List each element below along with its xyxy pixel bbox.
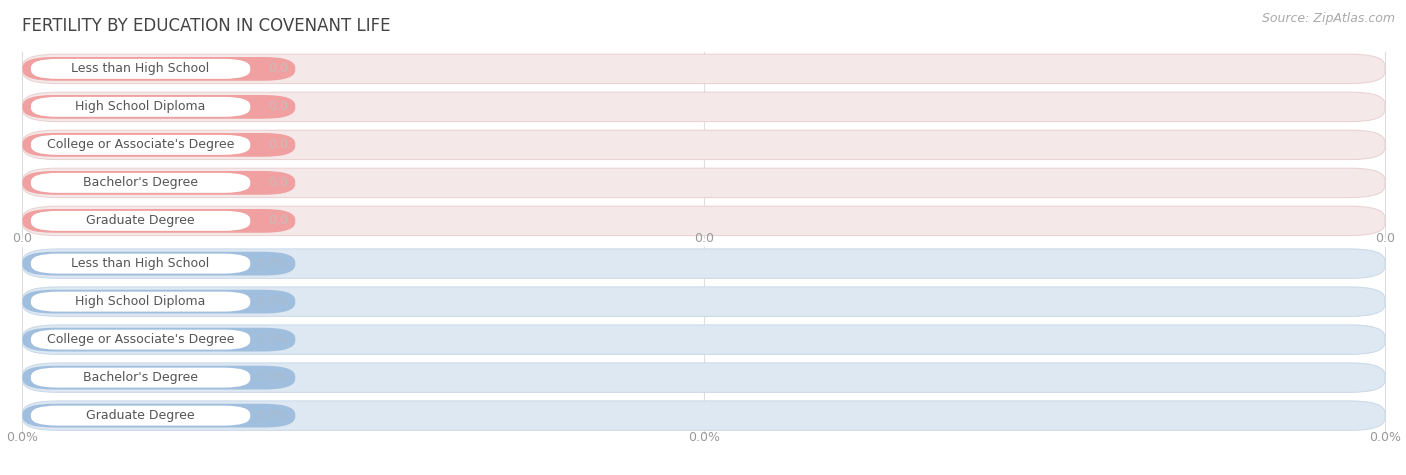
FancyBboxPatch shape [22, 290, 295, 314]
Text: 0.0%: 0.0% [1369, 431, 1400, 445]
Text: Graduate Degree: Graduate Degree [86, 409, 195, 422]
Text: High School Diploma: High School Diploma [76, 100, 205, 114]
Text: 0.0: 0.0 [269, 100, 288, 114]
FancyBboxPatch shape [22, 206, 1385, 236]
Text: 0.0%: 0.0% [7, 431, 38, 445]
FancyBboxPatch shape [31, 254, 250, 274]
Text: Less than High School: Less than High School [72, 257, 209, 270]
Text: 0.0: 0.0 [269, 62, 288, 76]
Text: 0.0%: 0.0% [256, 295, 288, 308]
FancyBboxPatch shape [22, 130, 1385, 160]
Text: 0.0: 0.0 [13, 232, 32, 246]
Text: 0.0: 0.0 [1375, 232, 1395, 246]
FancyBboxPatch shape [22, 133, 295, 157]
Text: FERTILITY BY EDUCATION IN COVENANT LIFE: FERTILITY BY EDUCATION IN COVENANT LIFE [22, 17, 391, 35]
FancyBboxPatch shape [22, 287, 1385, 316]
FancyBboxPatch shape [31, 59, 250, 79]
FancyBboxPatch shape [22, 92, 1385, 122]
FancyBboxPatch shape [22, 363, 1385, 392]
Text: 0.0: 0.0 [269, 138, 288, 152]
Text: Source: ZipAtlas.com: Source: ZipAtlas.com [1261, 12, 1395, 25]
FancyBboxPatch shape [22, 401, 1385, 430]
Text: 0.0: 0.0 [269, 176, 288, 190]
FancyBboxPatch shape [22, 95, 295, 119]
FancyBboxPatch shape [22, 325, 1385, 354]
FancyBboxPatch shape [22, 171, 295, 195]
Text: 0.0%: 0.0% [256, 257, 288, 270]
Text: 0.0: 0.0 [693, 232, 714, 246]
Text: Bachelor's Degree: Bachelor's Degree [83, 371, 198, 384]
Text: Graduate Degree: Graduate Degree [86, 214, 195, 228]
FancyBboxPatch shape [31, 97, 250, 117]
FancyBboxPatch shape [31, 135, 250, 155]
Text: 0.0: 0.0 [269, 214, 288, 228]
FancyBboxPatch shape [22, 252, 295, 275]
Text: 0.0%: 0.0% [688, 431, 720, 445]
Text: Less than High School: Less than High School [72, 62, 209, 76]
FancyBboxPatch shape [22, 249, 1385, 278]
FancyBboxPatch shape [22, 328, 295, 352]
FancyBboxPatch shape [22, 209, 295, 233]
Text: 0.0%: 0.0% [256, 409, 288, 422]
FancyBboxPatch shape [31, 292, 250, 312]
FancyBboxPatch shape [31, 406, 250, 426]
FancyBboxPatch shape [31, 330, 250, 350]
Text: 0.0%: 0.0% [256, 371, 288, 384]
FancyBboxPatch shape [31, 211, 250, 231]
Text: 0.0%: 0.0% [256, 333, 288, 346]
FancyBboxPatch shape [22, 57, 295, 81]
Text: College or Associate's Degree: College or Associate's Degree [46, 333, 235, 346]
FancyBboxPatch shape [22, 404, 295, 428]
FancyBboxPatch shape [22, 54, 1385, 84]
FancyBboxPatch shape [31, 173, 250, 193]
FancyBboxPatch shape [22, 168, 1385, 198]
FancyBboxPatch shape [31, 368, 250, 388]
Text: Bachelor's Degree: Bachelor's Degree [83, 176, 198, 190]
FancyBboxPatch shape [22, 366, 295, 389]
Text: College or Associate's Degree: College or Associate's Degree [46, 138, 235, 152]
Text: High School Diploma: High School Diploma [76, 295, 205, 308]
